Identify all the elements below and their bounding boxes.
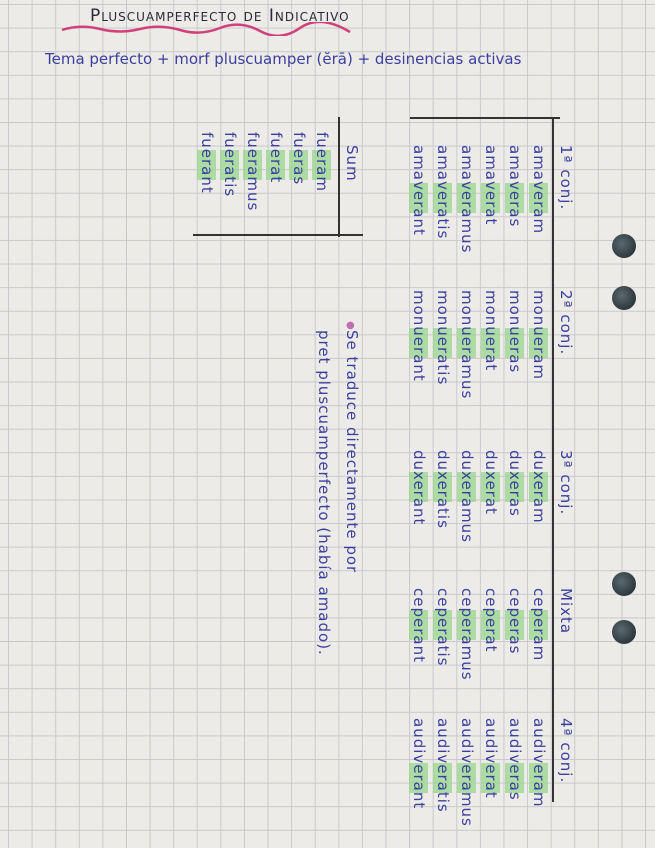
- ending-highlight: [505, 610, 524, 640]
- verb-form: monuerat: [482, 290, 500, 372]
- verb-form: monueratis: [434, 290, 452, 386]
- column-header: 2ª conj.: [557, 290, 575, 356]
- ending-highlight: [243, 150, 262, 180]
- note-line-2: pret pluscuamperfecto (había amado).: [315, 330, 333, 656]
- ending-highlight: [433, 472, 452, 502]
- ending-highlight: [457, 183, 476, 213]
- verb-form: audiveratis: [434, 718, 452, 813]
- ending-highlight: [529, 763, 548, 793]
- ending-highlight: [529, 610, 548, 640]
- note-bullet: ●: [346, 320, 355, 331]
- verb-form: amaveras: [506, 145, 524, 228]
- verb-form: duxeras: [506, 450, 524, 517]
- sum-form: fueramus: [244, 132, 262, 212]
- note-line-1: Se traduce directamente por: [343, 330, 361, 574]
- binder-hole: [612, 620, 636, 644]
- ending-highlight: [457, 328, 476, 358]
- sum-form: fueram: [313, 132, 331, 192]
- ending-highlight: [481, 183, 500, 213]
- ending-highlight: [505, 183, 524, 213]
- verb-form: monueramus: [458, 290, 476, 400]
- ending-highlight: [409, 183, 428, 213]
- verb-form: duxeram: [530, 450, 548, 524]
- sum-form: fueras: [290, 132, 308, 186]
- verb-form: audiverant: [410, 718, 428, 810]
- verb-form: audiveramus: [458, 718, 476, 827]
- verb-form: monuerant: [410, 290, 428, 382]
- subtitle: Tema perfecto + morf pluscuamper (ĕrā) +…: [45, 50, 522, 68]
- table-vertical-line: [552, 117, 554, 802]
- binder-hole: [612, 286, 636, 310]
- ending-highlight: [505, 328, 524, 358]
- ending-highlight: [409, 610, 428, 640]
- ending-highlight: [409, 328, 428, 358]
- verb-form: ceperam: [530, 588, 548, 662]
- ending-highlight: [197, 150, 216, 180]
- verb-form: ceperas: [506, 588, 524, 655]
- binder-hole: [612, 234, 636, 258]
- ending-highlight: [529, 183, 548, 213]
- binder-hole: [612, 572, 636, 596]
- ending-highlight: [529, 472, 548, 502]
- ending-highlight: [457, 763, 476, 793]
- verb-form: amaveram: [530, 145, 548, 235]
- verb-form: audiverat: [482, 718, 500, 799]
- ending-highlight: [409, 472, 428, 502]
- verb-form: duxerant: [410, 450, 428, 526]
- sum-form: fuerat: [267, 132, 285, 184]
- sum-vertical-line: [338, 117, 340, 237]
- verb-form: duxeramus: [458, 450, 476, 543]
- ending-highlight: [481, 610, 500, 640]
- verb-form: ceperatis: [434, 588, 452, 667]
- verb-form: ceperant: [410, 588, 428, 663]
- ending-highlight: [220, 150, 239, 180]
- verb-form: duxerat: [482, 450, 500, 515]
- sum-bottom-line: [193, 234, 363, 236]
- ending-highlight: [481, 472, 500, 502]
- verb-form: duxeratis: [434, 450, 452, 529]
- ending-highlight: [505, 472, 524, 502]
- ending-highlight: [433, 610, 452, 640]
- verb-form: ceperat: [482, 588, 500, 653]
- ending-highlight: [433, 328, 452, 358]
- ending-highlight: [457, 610, 476, 640]
- ending-highlight: [433, 183, 452, 213]
- verb-form: amaverat: [482, 145, 500, 226]
- column-header: 1ª conj.: [557, 145, 575, 211]
- verb-form: amaverant: [410, 145, 428, 236]
- ending-highlight: [289, 150, 308, 180]
- ending-highlight: [481, 328, 500, 358]
- ending-highlight: [409, 763, 428, 793]
- verb-form: amaveramus: [458, 145, 476, 254]
- sum-form: fuerant: [198, 132, 216, 194]
- verb-form: monueram: [530, 290, 548, 381]
- ending-highlight: [529, 328, 548, 358]
- verb-form: ceperamus: [458, 588, 476, 681]
- column-header: Mixta: [557, 588, 575, 635]
- page-title: Pluscuamperfecto de Indicativo: [90, 6, 350, 26]
- ending-highlight: [481, 763, 500, 793]
- ending-highlight: [433, 763, 452, 793]
- ending-highlight: [457, 472, 476, 502]
- column-header: 4ª conj.: [557, 718, 575, 784]
- verb-form: audiveras: [506, 718, 524, 801]
- verb-form: audiveram: [530, 718, 548, 808]
- ending-highlight: [266, 150, 285, 180]
- column-header: 3ª conj.: [557, 450, 575, 516]
- title-underline: [61, 22, 351, 36]
- ending-highlight: [312, 150, 331, 180]
- sum-header: Sum: [343, 145, 361, 182]
- table-top-line: [410, 117, 560, 119]
- verb-form: amaveratis: [434, 145, 452, 240]
- verb-form: monueras: [506, 290, 524, 374]
- ending-highlight: [505, 763, 524, 793]
- sum-form: fueratis: [221, 132, 239, 198]
